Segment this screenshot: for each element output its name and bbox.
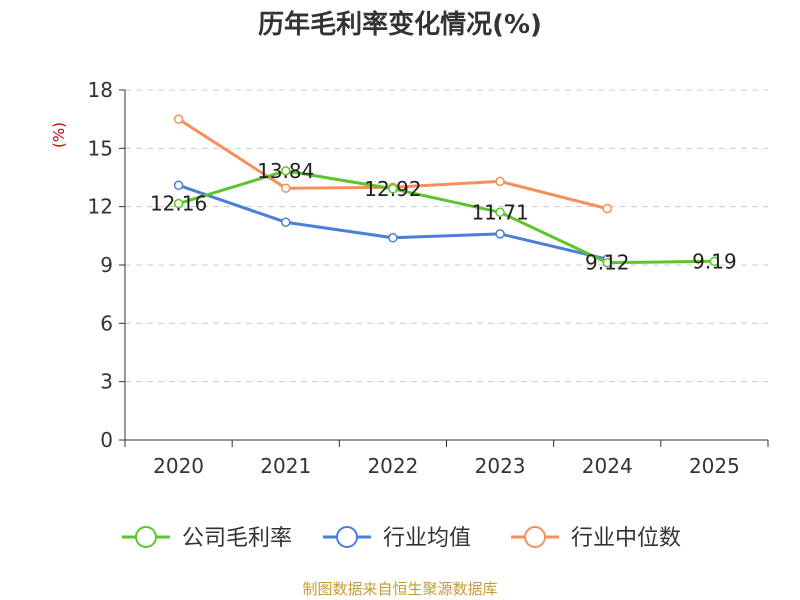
legend: 公司毛利率 行业均值 行业中位数 xyxy=(122,526,681,551)
x-tick-label-2023: 2023 xyxy=(475,454,526,478)
data-point-s2-2020 xyxy=(173,180,184,191)
y-tick-label-6: 6 xyxy=(100,311,113,335)
legend-label-3: 行业中位数 xyxy=(571,526,681,551)
chart-title: 历年毛利率变化情况(%) xyxy=(258,10,542,40)
data-label-2022: 12.92 xyxy=(364,177,421,201)
y-tick-label-12: 12 xyxy=(88,195,113,219)
data-label-2025: 9.19 xyxy=(692,249,737,273)
legend-label-1: 公司毛利率 xyxy=(182,526,292,551)
data-point-s1-2023 xyxy=(495,207,505,218)
series-2 xyxy=(173,180,612,264)
data-point-s1-2025 xyxy=(709,256,720,267)
data-point-s3-2024 xyxy=(602,203,612,214)
axis-layer: 0 3 6 9 12 15 18 2020 2021 2022 2023 2024 2025 xyxy=(88,78,769,478)
data-point-s3-2020 xyxy=(173,114,184,124)
data-point-s2-2022 xyxy=(388,233,398,243)
series-1 xyxy=(173,166,720,268)
source-label: 制图数据来自恒生聚源数据库 xyxy=(302,580,498,598)
x-tick-label-2024: 2024 xyxy=(582,454,633,478)
legend-item-2: 行业均值 xyxy=(323,526,471,551)
legend-marker-1 xyxy=(135,526,157,548)
series-line-1 xyxy=(178,169,715,265)
y-tick-label-9: 9 xyxy=(100,253,113,277)
data-label-2021: 13.84 xyxy=(257,159,314,183)
data-point-s3-2021 xyxy=(281,183,291,193)
data-label-layer: 12.16 13.84 12.92 11.71 9.12 9.19 xyxy=(150,159,737,275)
legend-item-3: 行业中位数 xyxy=(511,526,681,551)
data-label-2024: 9.12 xyxy=(585,251,630,275)
y-tick-label-0: 0 xyxy=(100,428,113,452)
data-point-s1-2020 xyxy=(173,198,184,209)
x-tick-label-2021: 2021 xyxy=(260,454,311,478)
data-point-s2-2021 xyxy=(281,217,291,227)
series-layer xyxy=(173,114,720,268)
data-label-2020: 12.16 xyxy=(150,192,207,216)
y-tick-label-18: 18 xyxy=(88,78,113,102)
grid-layer xyxy=(125,89,768,383)
data-point-s1-2021 xyxy=(281,166,291,176)
data-point-s3-2023 xyxy=(495,176,505,187)
data-point-s1-2024 xyxy=(602,257,612,268)
x-tick-label-2022: 2022 xyxy=(367,454,418,478)
legend-item-1: 公司毛利率 xyxy=(122,526,292,551)
x-tick-label-2020: 2020 xyxy=(153,454,204,478)
y-tick-label-3: 3 xyxy=(100,370,113,394)
y-tick-label-15: 15 xyxy=(88,136,113,160)
legend-label-2: 行业均值 xyxy=(383,526,471,551)
x-tick-label-2025: 2025 xyxy=(689,454,740,478)
legend-marker-3 xyxy=(524,526,546,548)
legend-marker-2 xyxy=(336,526,358,548)
data-point-s1-2022 xyxy=(388,184,398,194)
data-label-2023: 11.71 xyxy=(471,200,528,224)
data-point-s2-2023 xyxy=(495,229,505,239)
